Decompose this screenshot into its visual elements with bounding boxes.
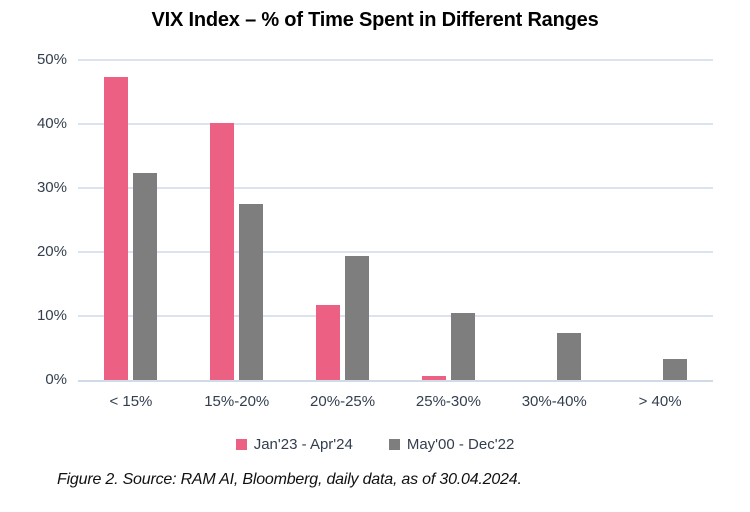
legend-swatch-icon (235, 439, 247, 450)
x-tick-label: 15%-20% (204, 393, 270, 410)
x-tick-label: 20%-25% (310, 393, 376, 410)
bar-pair (184, 60, 290, 380)
bar (316, 305, 341, 380)
y-tick-label: 30% (36, 179, 67, 196)
gridline-50 (78, 59, 713, 61)
bar (662, 358, 687, 380)
x-tick-label: < 15% (109, 393, 153, 410)
category-group: 25%-30% (396, 60, 502, 410)
bar (421, 375, 446, 380)
category-group: 30%-40% (501, 60, 607, 410)
gridline-30 (78, 187, 713, 189)
x-axis-line (78, 380, 713, 382)
y-axis-labels: 0% 10% 20% 30% 40% 50% (0, 51, 67, 388)
gridline-40 (78, 123, 713, 125)
y-tick-label: 40% (36, 115, 67, 132)
y-tick-label: 0% (45, 371, 67, 388)
bar (345, 255, 370, 380)
bar (210, 123, 235, 380)
bar (450, 313, 475, 380)
bar-pair (78, 60, 184, 380)
bar-pair (290, 60, 396, 380)
bar-pair (501, 60, 607, 380)
category-group: 20%-25% (290, 60, 396, 410)
bar (133, 173, 158, 380)
legend-item: May'00 - Dec'22 (388, 436, 515, 453)
category-group: 15%-20% (184, 60, 290, 410)
gridline-10 (78, 315, 713, 317)
legend: Jan'23 - Apr'24 May'00 - Dec'22 (0, 436, 750, 453)
plot-area: < 15% 15%-20% 20%-25% 25%-30% 30%-40% > 40% (78, 59, 713, 410)
bar-pair (607, 60, 713, 380)
bar-pair (396, 60, 502, 380)
legend-label: Jan'23 - Apr'24 (253, 436, 353, 453)
bar (556, 332, 581, 380)
legend-label: May'00 - Dec'22 (406, 436, 515, 453)
legend-swatch-icon (388, 439, 400, 450)
gridline-20 (78, 251, 713, 253)
category-group: < 15% (78, 60, 184, 410)
category-group: > 40% (607, 60, 713, 410)
x-tick-label: 25%-30% (415, 393, 481, 410)
y-tick-label: 10% (36, 307, 67, 324)
legend-item: Jan'23 - Apr'24 (235, 436, 353, 453)
bar (104, 76, 129, 380)
x-tick-label: > 40% (638, 393, 682, 410)
y-tick-label: 50% (36, 51, 67, 68)
figure-caption: Figure 2. Source: RAM AI, Bloomberg, dai… (57, 471, 522, 488)
bar (239, 204, 264, 380)
y-tick-label: 20% (36, 243, 67, 260)
x-tick-label: 30%-40% (521, 393, 587, 410)
chart-title: VIX Index – % of Time Spent in Different… (151, 9, 599, 31)
